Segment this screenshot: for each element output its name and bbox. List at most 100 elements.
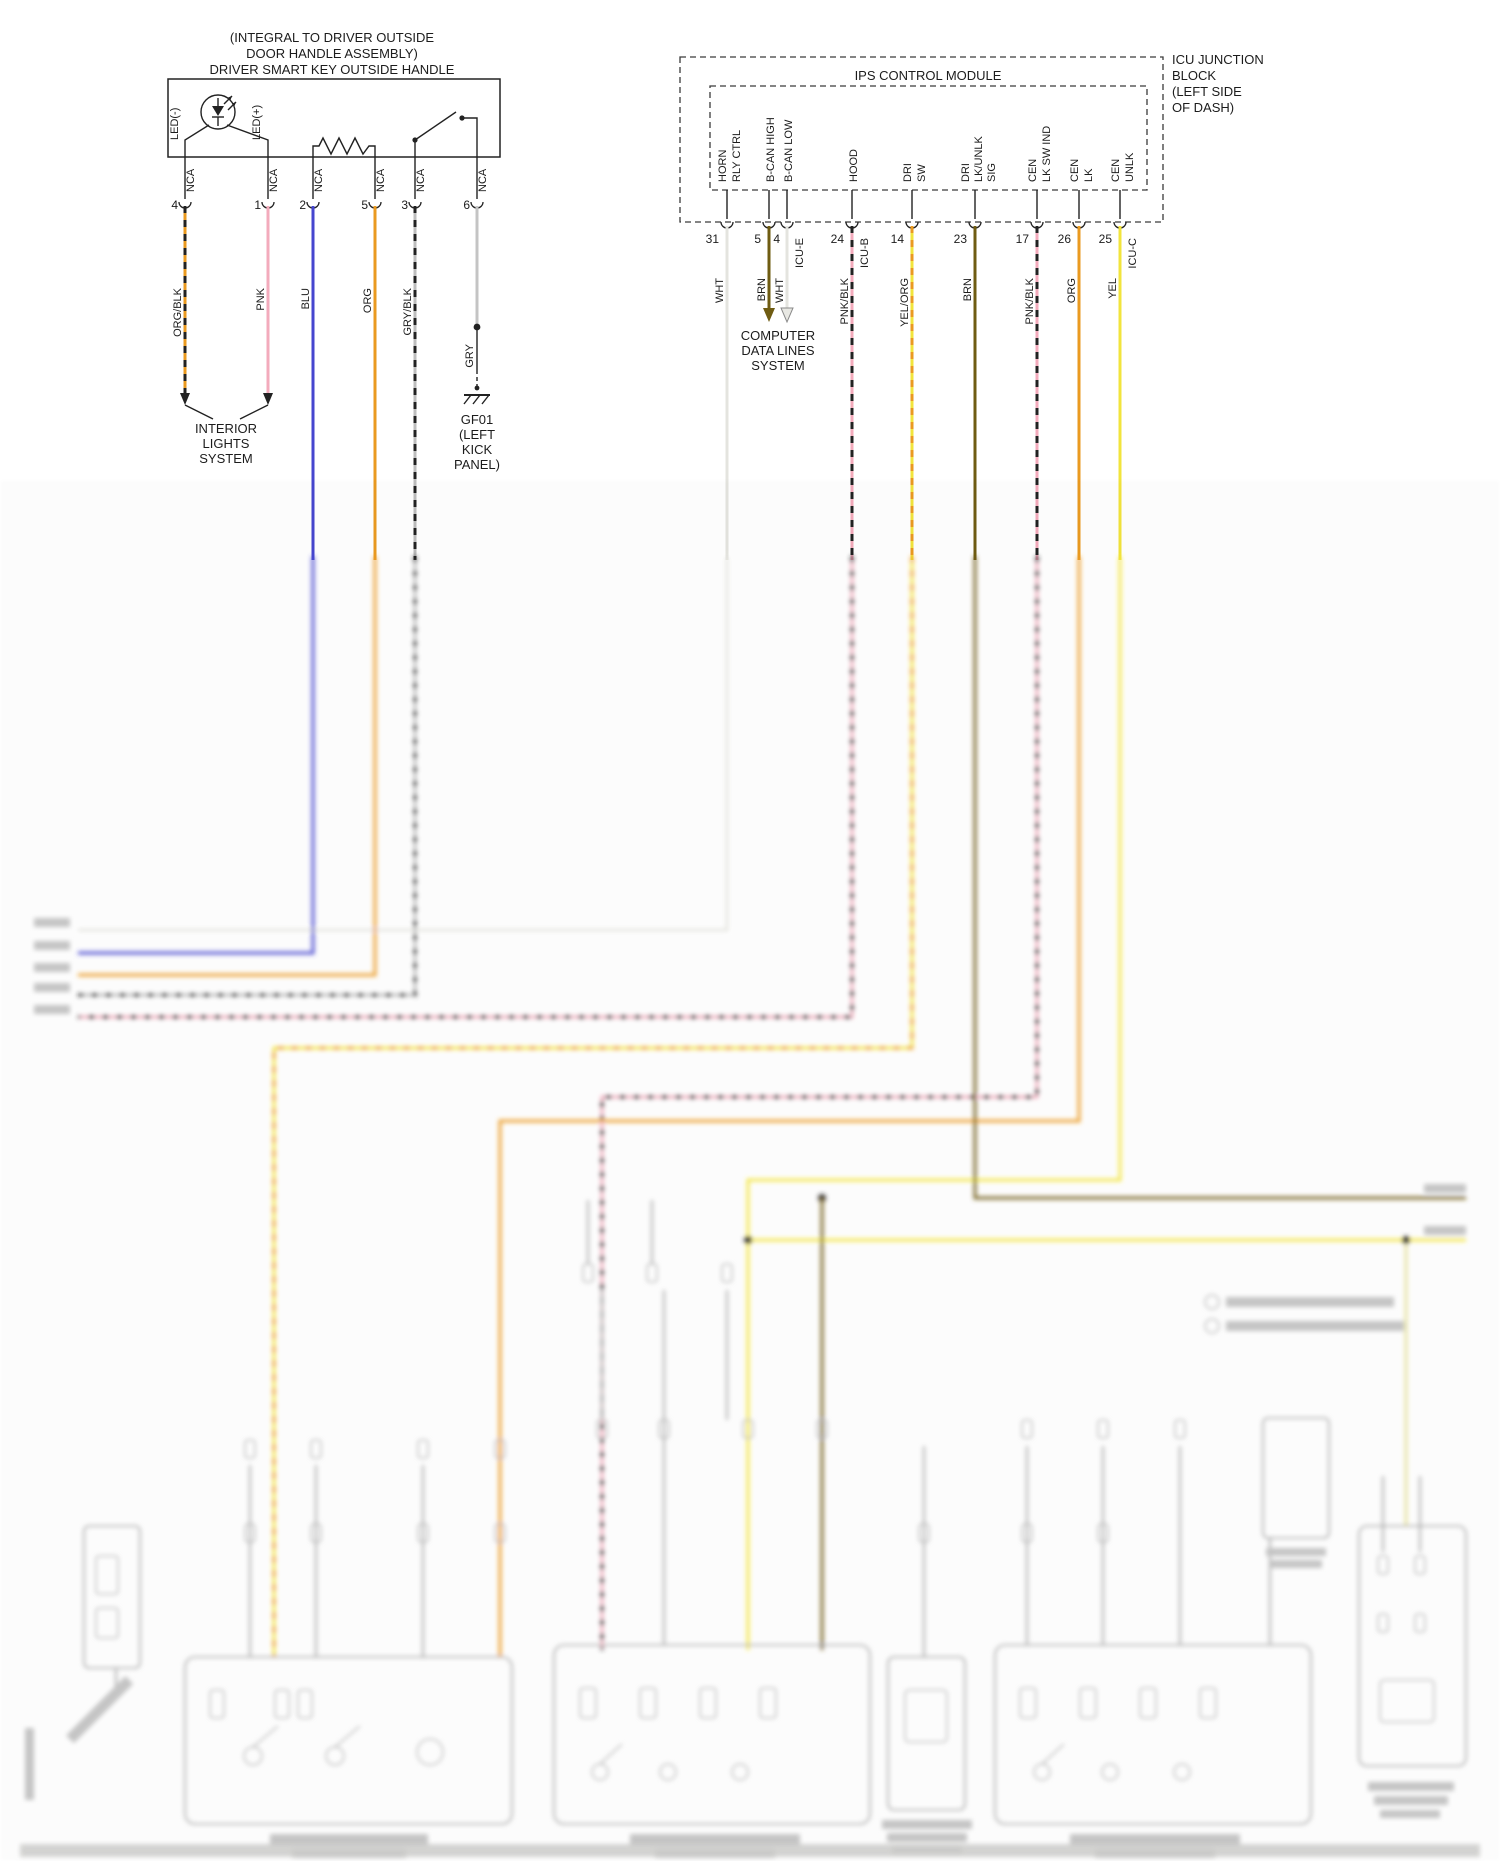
wire-color-label: YEL <box>1107 278 1119 299</box>
arrow-down-icon <box>780 307 794 324</box>
wire-color-label: BRN <box>962 278 974 301</box>
pin-number: 4 <box>773 232 780 246</box>
wire-color-label: PNK <box>255 287 267 310</box>
blurred-gray-stubs <box>114 1200 1422 1700</box>
connector-name-label: ICU-E <box>794 238 806 268</box>
signal-label: SW <box>916 164 928 182</box>
smart-key-title-line-2: DOOR HANDLE ASSEMBLY) <box>246 46 418 61</box>
wire-color-label: BLU <box>300 288 312 309</box>
wire-color-label: GRY/BLK <box>402 287 414 335</box>
blurred-wire-brn <box>973 556 1466 1200</box>
icu-block-label-2: BLOCK <box>1172 68 1216 83</box>
arrow-down-icon <box>180 393 190 405</box>
blurred-component-right-tall <box>1358 1525 1467 1818</box>
pin-number: 6 <box>463 198 470 212</box>
led-symbol: LED(-) LED(+) <box>169 94 269 157</box>
signal-label: RLY CTRL <box>731 130 743 182</box>
blurred-component-right-small <box>1262 1417 1330 1568</box>
pin-number: 14 <box>891 232 905 246</box>
ground-label-1: GF01 <box>461 412 494 427</box>
icu-block-label-4: OF DASH) <box>1172 100 1234 115</box>
pin-nca-label: NCA <box>313 168 325 192</box>
signal-label: UNLK <box>1124 152 1136 182</box>
wire-color-label: GRY <box>464 343 476 367</box>
interior-lights-destination: INTERIOR LIGHTS SYSTEM <box>184 404 269 466</box>
signal-label: LK SW IND <box>1041 126 1053 182</box>
pin-number: 26 <box>1058 232 1072 246</box>
arrow-down-icon <box>763 308 775 322</box>
pin-number: 23 <box>954 232 968 246</box>
ips-control-module: IPS CONTROL MODULE HORN RLY CTRL B-CAN H… <box>709 68 1148 191</box>
blurred-component-left-small <box>66 1525 141 1744</box>
switch-symbol <box>412 111 478 157</box>
connector-name-label: ICU-C <box>1127 238 1139 269</box>
blurred-lower-region <box>20 556 1480 1858</box>
smart-key-handle-box: LED(-) LED(+) <box>167 78 501 158</box>
smart-key-title-line-3: DRIVER SMART KEY OUTSIDE HANDLE <box>210 62 455 77</box>
wire-color-label: WHT <box>774 278 786 303</box>
ground-gf01: GF01 (LEFT KICK PANEL) <box>454 323 500 472</box>
signal-label: CEN <box>1110 159 1122 182</box>
blurred-left-edge-labels <box>34 918 70 1014</box>
pin-number: 3 <box>401 198 408 212</box>
wire-color-label: YEL/ORG <box>899 278 911 327</box>
computer-data-lines-destination: COMPUTER DATA LINES SYSTEM <box>741 328 815 373</box>
icu-block-label-3: (LEFT SIDE <box>1172 84 1242 99</box>
interior-lights-label-3: SYSTEM <box>199 451 252 466</box>
wire-color-label: BRN <box>756 278 768 301</box>
ground-label-4: PANEL) <box>454 457 500 472</box>
wire-color-label: PNK/BLK <box>1024 277 1036 324</box>
wire-color-label: ORG <box>362 288 374 313</box>
pin-number: 31 <box>706 232 720 246</box>
blurred-right-edge-labels <box>1424 1184 1466 1235</box>
led-negative-label: LED(-) <box>169 108 181 140</box>
pin-nca-label: NCA <box>477 168 489 192</box>
blurred-watermark <box>25 1728 34 1800</box>
computer-data-label-1: COMPUTER <box>741 328 815 343</box>
icu-connector-row: 31 5 4 24 14 23 17 26 25 ICU-E ICU-B ICU… <box>706 190 1139 327</box>
pin-number: 5 <box>361 198 368 212</box>
icu-wires <box>725 226 1122 560</box>
pin-number: 5 <box>754 232 761 246</box>
pin-number: 2 <box>299 198 306 212</box>
blurred-wire-blu <box>78 556 315 955</box>
signal-label: HORN <box>717 150 729 182</box>
signal-label: SIG <box>986 163 998 182</box>
signal-label: LK/UNLK <box>973 135 985 182</box>
ground-label-3: KICK <box>462 442 493 457</box>
pin-number: 24 <box>831 232 845 246</box>
blurred-wire-yel <box>746 556 1122 1650</box>
blurred-wire-org <box>78 556 377 977</box>
interior-lights-label-1: INTERIOR <box>195 421 257 436</box>
pin-number: 17 <box>1016 232 1030 246</box>
arrow-down-icon <box>263 393 273 405</box>
led-positive-label: LED(+) <box>251 105 263 140</box>
ground-label-2: (LEFT <box>459 427 495 442</box>
blurred-wire-org-2 <box>498 556 1081 1657</box>
signal-label: B-CAN HIGH <box>765 117 777 182</box>
signal-label: DRI <box>960 163 972 182</box>
blurred-connector-glyphs <box>244 1263 1426 1633</box>
pin-nca-label: NCA <box>268 168 280 192</box>
pin-number: 25 <box>1099 232 1113 246</box>
pin-nca-label: NCA <box>415 168 427 192</box>
icu-block-label-1: ICU JUNCTION <box>1172 52 1264 67</box>
blurred-bottom-band <box>20 1844 1480 1857</box>
smart-key-wires <box>180 206 479 560</box>
blurred-footnotes <box>1204 1294 1404 1334</box>
signal-label: DRI <box>902 163 914 182</box>
pin-number: 4 <box>171 198 178 212</box>
wire-color-label: ORG/BLK <box>172 287 184 337</box>
smart-key-title-line-1: (INTEGRAL TO DRIVER OUTSIDE <box>230 30 435 45</box>
smart-key-title: (INTEGRAL TO DRIVER OUTSIDE DOOR HANDLE … <box>210 30 455 77</box>
pin-nca-label: NCA <box>185 168 197 192</box>
signal-label: CEN <box>1027 159 1039 182</box>
connector-name-label: ICU-B <box>859 238 871 268</box>
wire-color-label: PNK/BLK <box>839 277 851 324</box>
interior-lights-label-2: LIGHTS <box>203 436 250 451</box>
resistor-symbol <box>312 136 376 157</box>
icu-junction-block: ICU JUNCTION BLOCK (LEFT SIDE OF DASH) <box>679 52 1264 223</box>
pin-number: 1 <box>254 198 261 212</box>
computer-data-label-2: DATA LINES <box>741 343 815 358</box>
